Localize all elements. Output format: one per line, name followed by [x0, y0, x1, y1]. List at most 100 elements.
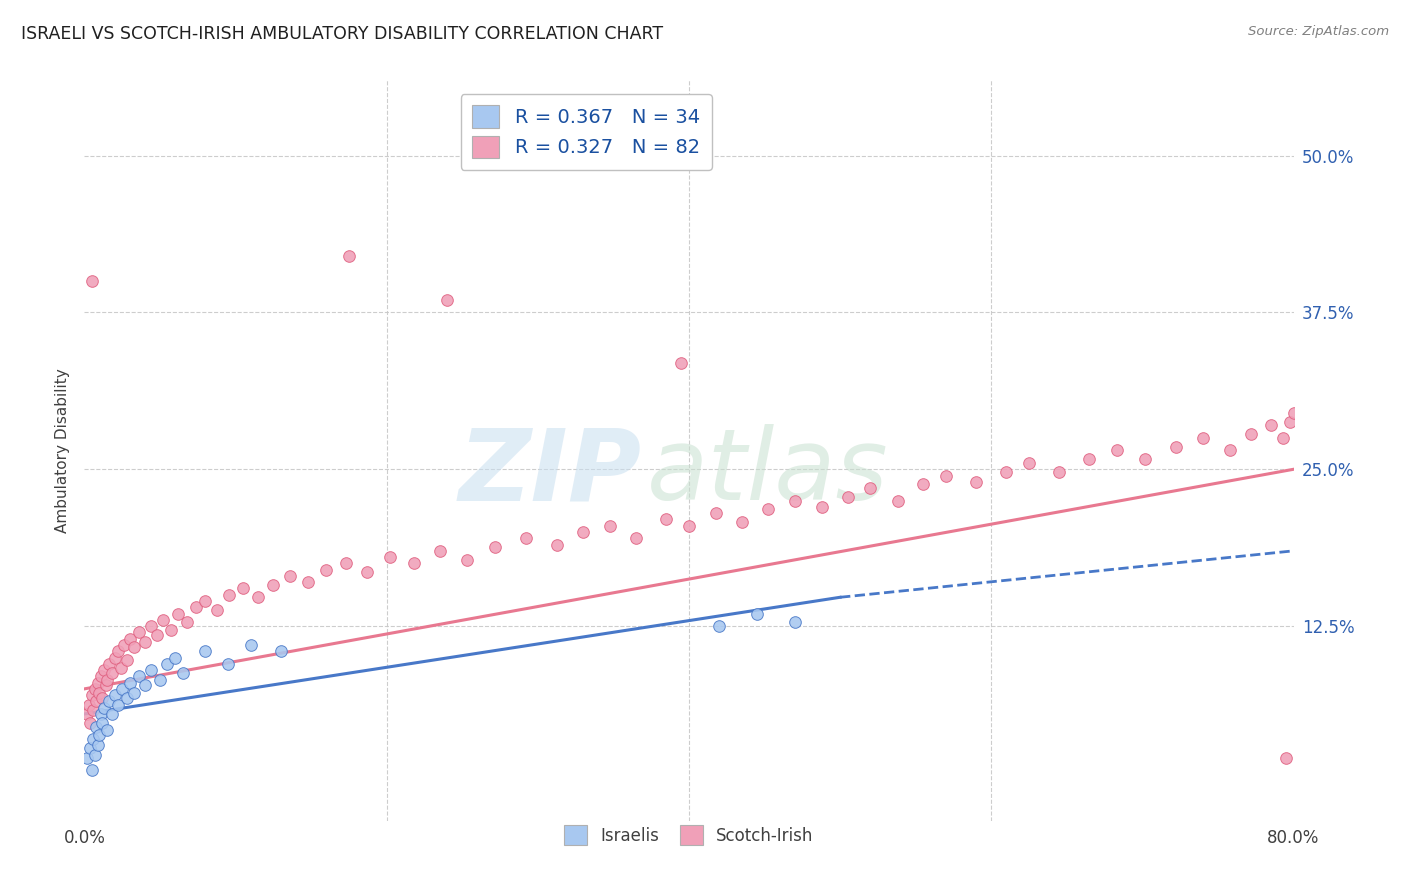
Point	[104, 650, 127, 665]
Point	[456, 552, 478, 566]
Point	[149, 673, 172, 687]
Point	[97, 657, 120, 671]
Point	[115, 653, 138, 667]
Point	[139, 619, 162, 633]
Point	[1047, 465, 1070, 479]
Y-axis label: Ambulatory Disability: Ambulatory Disability	[55, 368, 70, 533]
Point	[122, 686, 145, 700]
Point	[811, 500, 834, 514]
Point	[112, 638, 135, 652]
Point	[1164, 440, 1187, 454]
Legend: Israelis, Scotch-Irish: Israelis, Scotch-Irish	[555, 817, 823, 853]
Point	[118, 675, 141, 690]
Point	[995, 465, 1018, 479]
Point	[783, 615, 806, 630]
Point	[96, 673, 118, 687]
Point	[704, 506, 727, 520]
Point	[165, 650, 187, 665]
Point	[315, 563, 337, 577]
Point	[709, 619, 731, 633]
Point	[128, 669, 150, 683]
Point	[84, 748, 107, 763]
Point	[77, 698, 100, 713]
Point	[1192, 431, 1215, 445]
Text: Source: ZipAtlas.com: Source: ZipAtlas.com	[1249, 25, 1389, 38]
Point	[79, 740, 101, 755]
Text: ISRAELI VS SCOTCH-IRISH AMBULATORY DISABILITY CORRELATION CHART: ISRAELI VS SCOTCH-IRISH AMBULATORY DISAB…	[21, 25, 664, 43]
Point	[1219, 443, 1241, 458]
Point	[965, 475, 987, 489]
Point	[80, 764, 103, 778]
Point	[671, 356, 693, 370]
Point	[402, 557, 425, 571]
Point	[97, 694, 120, 708]
Point	[859, 481, 882, 495]
Point	[86, 719, 108, 733]
Point	[93, 663, 115, 677]
Point	[429, 544, 451, 558]
Point	[337, 249, 360, 263]
Point	[194, 594, 217, 608]
Point	[624, 531, 647, 545]
Point	[159, 623, 181, 637]
Point	[107, 698, 129, 713]
Point	[104, 688, 127, 702]
Point	[1279, 415, 1302, 429]
Point	[1078, 452, 1101, 467]
Point	[139, 663, 162, 677]
Point	[96, 723, 118, 738]
Point	[87, 675, 110, 690]
Point	[935, 468, 957, 483]
Point	[1018, 456, 1040, 470]
Point	[745, 607, 768, 621]
Point	[356, 565, 378, 579]
Point	[1105, 443, 1128, 458]
Point	[1275, 751, 1298, 765]
Point	[89, 686, 111, 700]
Point	[122, 640, 145, 655]
Point	[93, 700, 115, 714]
Point	[87, 739, 110, 753]
Point	[278, 569, 301, 583]
Point	[76, 751, 98, 765]
Point	[1271, 431, 1294, 445]
Point	[194, 644, 217, 658]
Point	[270, 644, 292, 658]
Point	[82, 732, 104, 747]
Point	[84, 681, 107, 696]
Text: ZIP: ZIP	[458, 425, 641, 521]
Point	[90, 706, 112, 721]
Point	[655, 512, 678, 526]
Point	[783, 493, 806, 508]
Point	[1282, 406, 1305, 420]
Point	[128, 625, 150, 640]
Point	[91, 690, 114, 705]
Point	[118, 632, 141, 646]
Point	[82, 703, 104, 717]
Point	[86, 694, 108, 708]
Point	[152, 613, 174, 627]
Text: atlas: atlas	[647, 425, 889, 521]
Point	[167, 607, 190, 621]
Point	[886, 493, 908, 508]
Point	[217, 657, 239, 671]
Point	[335, 557, 357, 571]
Point	[546, 538, 568, 552]
Point	[599, 518, 621, 533]
Point	[262, 578, 284, 592]
Point	[156, 657, 179, 671]
Point	[134, 635, 156, 649]
Point	[172, 665, 194, 680]
Point	[186, 600, 208, 615]
Point	[91, 715, 114, 730]
Point	[678, 518, 700, 533]
Point	[572, 524, 595, 539]
Point	[80, 688, 103, 702]
Point	[218, 588, 240, 602]
Point	[111, 681, 134, 696]
Point	[247, 591, 270, 605]
Point	[110, 660, 132, 674]
Point	[100, 665, 122, 680]
Point	[731, 515, 754, 529]
Point	[484, 540, 506, 554]
